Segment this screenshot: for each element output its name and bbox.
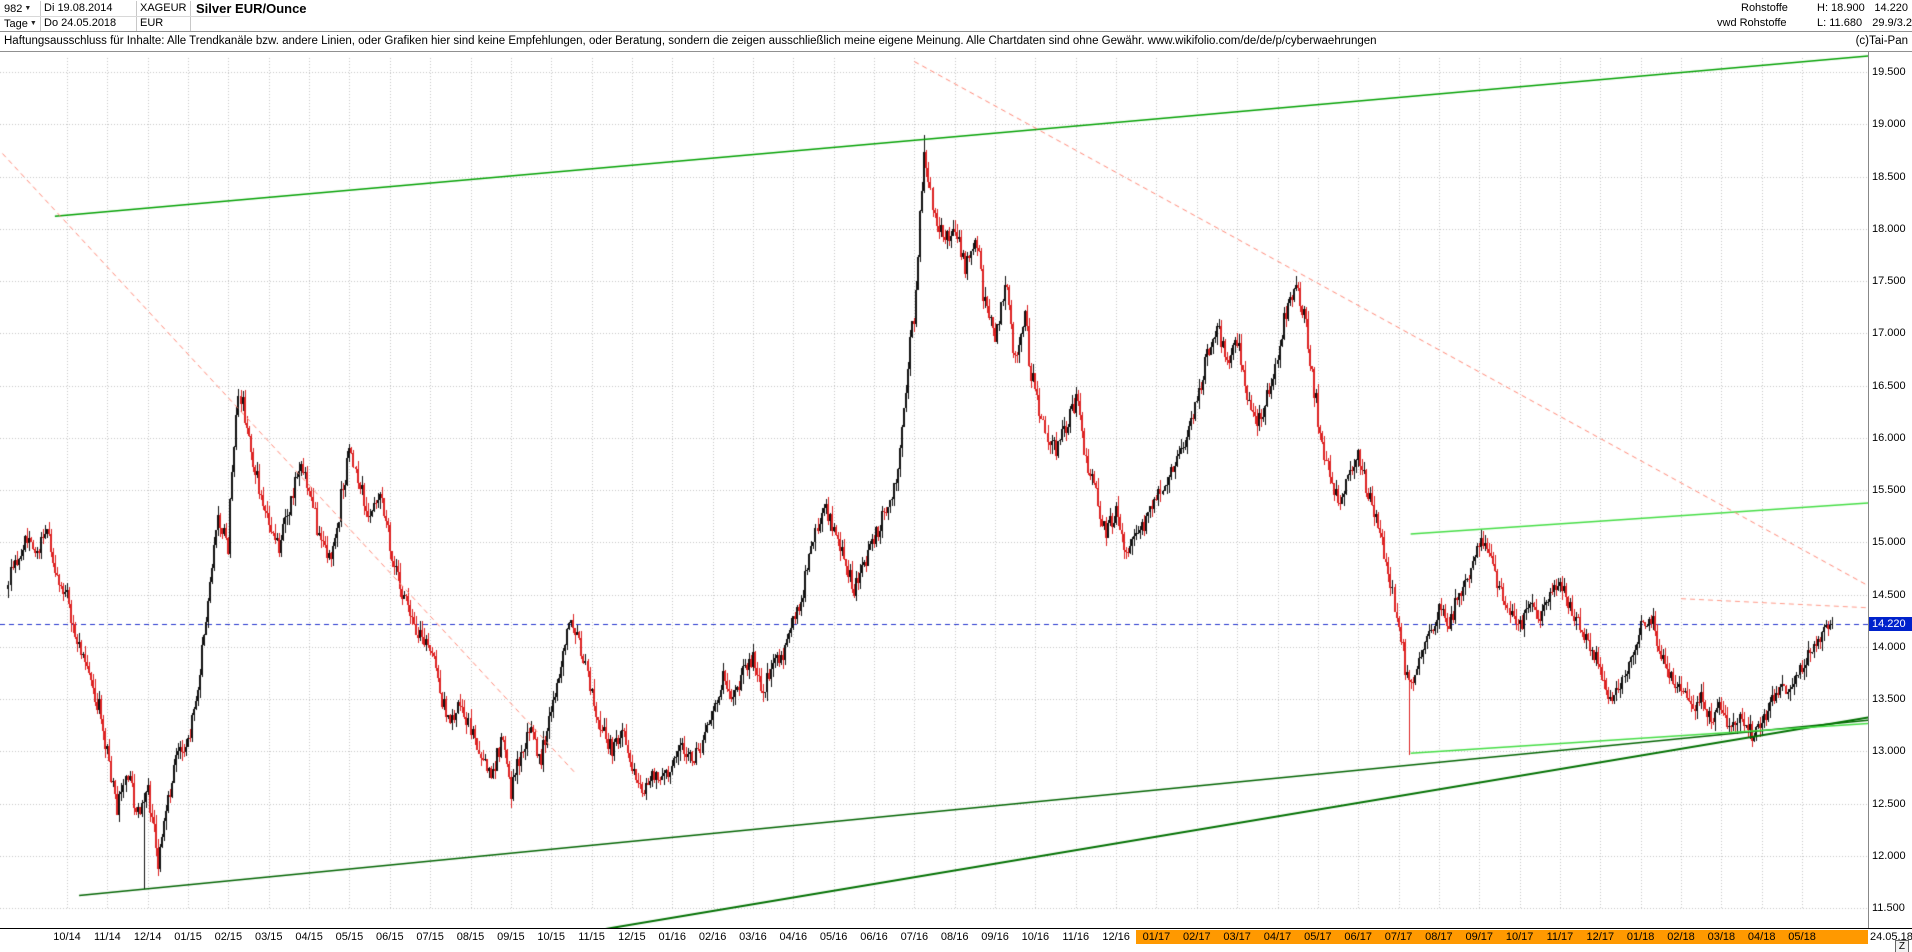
x-axis-label: 09/15 [497,931,525,943]
x-axis-label: 07/15 [416,931,444,943]
x-axis-label: 02/16 [698,931,727,943]
zoom-button[interactable]: Z [1894,940,1909,952]
highlight-period-strip [1136,930,1868,944]
x-axis-label: 05/18 [1788,931,1816,943]
x-axis-label: 06/17 [1344,931,1372,943]
y-axis-label: 13.500 [1872,693,1906,705]
low-value: L: 11.680 [1817,17,1863,29]
y-axis-label: 18.500 [1872,170,1906,183]
x-axis-label: 10/16 [1021,931,1050,943]
x-axis-label: 05/16 [819,931,848,943]
y-axis-label: 16.000 [1872,431,1906,444]
y-axis-label: 13.000 [1872,745,1906,758]
y-axis-label: 14.500 [1872,588,1906,601]
x-axis-label: 07/17 [1384,931,1413,943]
x-axis-label: 04/15 [295,931,323,943]
x-axis-label: 11/17 [1546,931,1574,943]
x-axis-label: 12/17 [1586,931,1615,943]
x-axis-label: 03/18 [1707,931,1736,943]
chart-title: Silver EUR/Ounce [196,1,307,16]
y-axis-label: 15.000 [1872,536,1906,549]
x-axis-label: 08/17 [1425,931,1453,943]
y-axis-label: 19.000 [1872,118,1906,131]
date-to-field[interactable]: Do 24.05.2018 [44,17,117,29]
y-axis-label: 19.500 [1872,66,1906,78]
x-axis-label: 04/16 [779,931,808,943]
price-axis: 19.500 19.000 18.500 18.000 17.500 17.000 16.5… [1868,52,1912,928]
x-axis-label: 08/16 [940,931,969,943]
x-axis-label: 12/16 [1102,931,1130,943]
x-axis-label: 06/16 [860,931,888,943]
y-axis-label: 18.000 [1872,222,1906,235]
x-axis-label: 01/18 [1626,931,1655,943]
date-axis: 24.05.18 Z 10/14 11/14 12/14 01/15 02/15 03/1… [0,928,1912,952]
x-axis-label: 11/16 [1062,931,1090,943]
chart-region: 19.500 19.000 18.500 18.000 17.500 17.000 16.5… [0,52,1912,952]
x-axis-label: 01/16 [658,931,687,943]
x-axis-label: 05/17 [1304,931,1332,943]
y-axis-label: 16.500 [1872,379,1906,392]
x-axis-label: 06/15 [376,931,404,943]
bars-count-field[interactable]: 982 ▼ [4,1,31,16]
toolbar: 982 ▼ Di 19.08.2014 XAGEUR Silver EUR/Oun… [0,0,1912,32]
current-price-badge: 14.220 [1869,616,1912,631]
price-chart-canvas[interactable] [0,52,1868,928]
x-axis-label: 04/18 [1747,931,1776,943]
x-axis-label: 03/17 [1223,931,1251,943]
disclaimer-text: Haftungsausschluss für Inhalte: Alle Tre… [4,35,1377,47]
y-axis-label: 15.500 [1872,484,1906,496]
x-axis-label: 01/15 [174,931,202,943]
x-axis-label: 01/17 [1142,931,1171,943]
date-from-field[interactable]: Di 19.08.2014 [44,2,113,14]
x-axis-label: 05/15 [335,931,364,943]
y-axis-label: 12.500 [1872,797,1906,810]
x-axis-label: 09/16 [981,931,1009,943]
x-axis-label: 02/18 [1667,931,1695,943]
x-axis-label: 10/14 [53,931,81,943]
disclaimer-bar: Haftungsausschluss für Inhalte: Alle Tre… [0,32,1912,52]
copyright-label: (c)Tai-Pan [1855,35,1908,47]
x-axis-label: 02/17 [1183,931,1211,943]
period-value: Tage [4,18,28,30]
x-axis-label: 11/15 [578,931,605,943]
x-axis-label: 09/17 [1465,931,1494,943]
x-axis-label: 02/15 [214,931,243,943]
dropdown-arrow-icon[interactable]: ▼ [29,20,37,27]
category-label: Rohstoffe [1741,2,1788,14]
bars-count-value: 982 [4,3,23,15]
y-axis-label: 12.000 [1872,849,1906,862]
period-field[interactable]: Tage ▼ [4,16,37,31]
x-axis-label: 10/15 [537,931,565,943]
dropdown-arrow-icon[interactable]: ▼ [24,5,32,12]
x-axis-label: 11/14 [93,931,121,943]
last-price-value: 14.220 [1874,2,1908,14]
x-axis-label: 07/16 [900,931,929,943]
currency-label: EUR [140,17,164,29]
x-axis-label: 12/14 [133,931,162,943]
change-value: 29.9/3.2 [1872,17,1912,29]
y-axis-label: 17.500 [1872,275,1906,287]
symbol-field[interactable]: XAGEUR [140,2,187,14]
y-axis-label: 14.000 [1872,640,1906,653]
separator [0,16,230,17]
x-axis-label: 12/15 [618,931,646,943]
x-axis-label: 08/15 [456,931,485,943]
provider-label: vwd Rohstoffe [1717,17,1787,29]
x-axis-label: 03/16 [739,931,767,943]
x-axis-label: 10/17 [1505,931,1534,943]
x-axis-label: 03/15 [254,931,283,943]
y-axis-label: 17.000 [1872,327,1906,340]
high-value: H: 18.900 [1817,2,1865,14]
y-axis-label: 11.500 [1872,902,1905,914]
x-axis-label: 04/17 [1263,931,1292,943]
